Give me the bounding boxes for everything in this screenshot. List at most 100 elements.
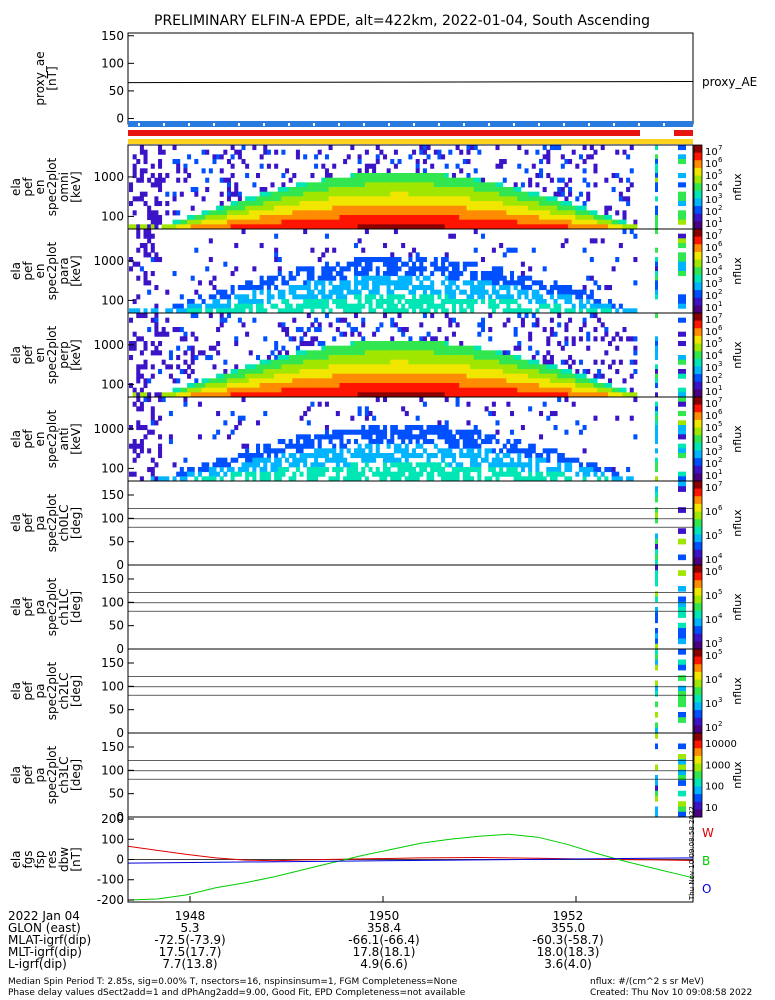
heatmap-cell: [346, 392, 351, 398]
heatmap-cell: [372, 331, 377, 337]
heatmap-cell: [477, 280, 482, 286]
heatmap-cell: [306, 210, 311, 216]
heatmap-cell: [437, 434, 442, 440]
heatmap-cell: [455, 467, 460, 473]
heatmap-cell: [553, 387, 558, 393]
heatmap-cell: [372, 345, 377, 351]
heatmap-cell: [433, 182, 438, 188]
heatmap-cell: [335, 457, 340, 463]
panel-frame: [127, 480, 694, 566]
heatmap-cell: [470, 369, 475, 375]
heatmap-cell: [252, 317, 257, 323]
colorbar-segment: [694, 694, 702, 703]
heatmap-cell: [216, 387, 221, 393]
heatmap-cell: [375, 439, 380, 445]
heatmap-cell: [397, 443, 402, 449]
heatmap-cell: [386, 443, 391, 449]
heatmap-cell: [564, 378, 569, 384]
heatmap-cell: [437, 266, 442, 272]
heatmap-cell: [655, 780, 658, 786]
heatmap-cell: [346, 205, 351, 211]
heatmap-cell: [317, 327, 322, 333]
heatmap-cell: [488, 467, 493, 473]
heatmap-cell: [274, 341, 279, 347]
heatmap-cell: [499, 471, 504, 477]
heatmap-cell: [488, 448, 493, 454]
heatmap-cell: [129, 308, 134, 314]
heatmap-cell: [426, 378, 431, 384]
heatmap-cell: [600, 145, 605, 151]
heatmap-cell: [678, 754, 686, 760]
heatmap-cell: [288, 275, 293, 281]
heatmap-cell: [462, 392, 467, 398]
heatmap-cell: [383, 280, 388, 286]
heatmap-cell: [187, 373, 192, 379]
heatmap-cell: [292, 373, 297, 379]
heatmap-cell: [506, 439, 511, 445]
heatmap-cell: [270, 392, 275, 398]
heatmap-cell: [513, 224, 518, 230]
heatmap-cell: [604, 467, 609, 473]
heatmap-cell: [484, 448, 489, 454]
heatmap-cell: [226, 378, 231, 384]
heatmap-cell: [295, 373, 300, 379]
status-bar-tick: [438, 123, 440, 126]
heatmap-cell: [274, 476, 279, 482]
heatmap-cell: [480, 201, 485, 207]
heatmap-cell: [560, 289, 565, 295]
heatmap-cell: [332, 467, 337, 473]
heatmap-cell: [364, 359, 369, 365]
heatmap-cell: [499, 462, 504, 468]
heatmap-cell: [226, 383, 231, 389]
heatmap-cell: [582, 224, 587, 230]
heatmap-cell: [230, 457, 235, 463]
heatmap-cell: [459, 196, 464, 202]
heatmap-cell: [433, 359, 438, 365]
heatmap-cell: [393, 429, 398, 435]
heatmap-cell: [542, 327, 547, 333]
heatmap-cell: [357, 215, 362, 221]
heatmap-cell: [299, 453, 304, 459]
heatmap-cell: [517, 345, 522, 351]
heatmap-cell: [234, 369, 239, 375]
heatmap-cell: [176, 163, 181, 169]
heatmap-cell: [539, 219, 544, 225]
heatmap-cell: [324, 266, 329, 272]
heatmap-cell: [426, 303, 431, 309]
heatmap-cell: [277, 378, 282, 384]
heatmap-cell: [295, 266, 300, 272]
colorbar-tick-exponent: 5: [718, 420, 722, 428]
heatmap-cell: [208, 467, 213, 473]
heatmap-cell: [426, 299, 431, 305]
heatmap-cell: [557, 322, 562, 328]
heatmap-cell: [208, 476, 213, 482]
heatmap-cell: [535, 359, 540, 365]
heatmap-cell: [491, 303, 496, 309]
heatmap-cell: [375, 387, 380, 393]
heatmap-cell: [578, 383, 583, 389]
heatmap-cell: [332, 266, 337, 272]
heatmap-cell: [678, 201, 686, 207]
heatmap-cell: [139, 387, 144, 393]
heatmap-cell: [444, 210, 449, 216]
heatmap-cell: [470, 439, 475, 445]
heatmap-cell: [462, 182, 467, 188]
heatmap-cell: [655, 790, 658, 797]
heatmap-cell: [448, 322, 453, 328]
heatmap-cell: [678, 759, 686, 765]
y-axis-label-line: ch0LC: [57, 505, 71, 542]
heatmap-cell: [611, 471, 616, 477]
heatmap-cell: [143, 271, 148, 277]
heatmap-cell: [408, 359, 413, 365]
heatmap-cell: [285, 219, 290, 225]
heatmap-cell: [426, 215, 431, 221]
heatmap-cell: [655, 280, 658, 286]
y-tick-label: 150: [101, 656, 124, 670]
heatmap-cell: [216, 210, 221, 216]
heatmap-cell: [372, 201, 377, 207]
heatmap-cell: [678, 429, 686, 435]
heatmap-cell: [678, 303, 686, 309]
heatmap-cell: [277, 266, 282, 272]
heatmap-cell: [263, 476, 268, 482]
